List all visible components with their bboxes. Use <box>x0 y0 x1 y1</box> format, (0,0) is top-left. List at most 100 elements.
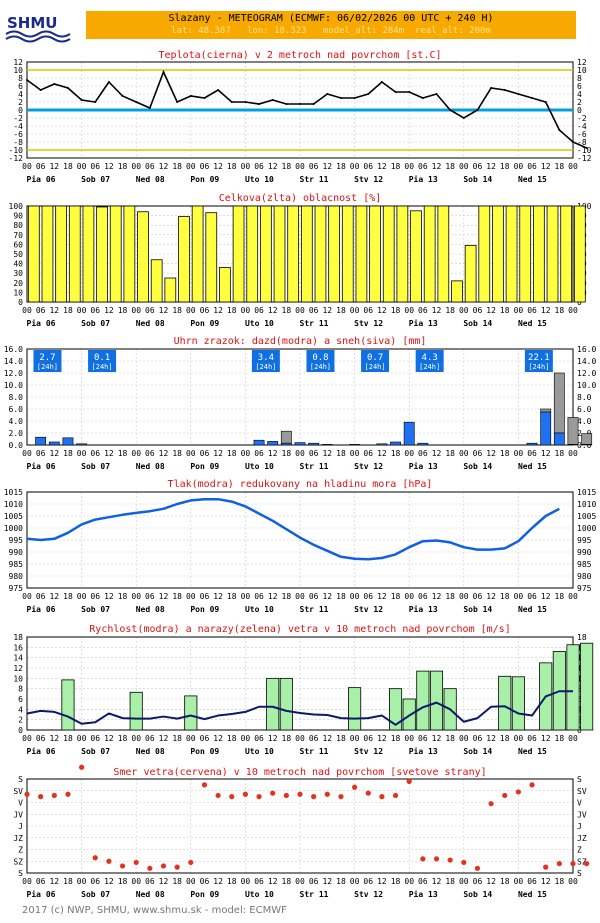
y-tick-label: S <box>18 869 23 878</box>
temperature-point <box>435 93 438 95</box>
snow-bar <box>581 433 593 445</box>
x-tick-label: 06 <box>254 734 264 743</box>
x-tick-label: 06 <box>200 734 210 743</box>
x-tick-label: 06 <box>36 162 46 171</box>
wind-speed-line <box>26 690 573 726</box>
wind-direction-point <box>270 790 276 796</box>
x-tick-label: 18 <box>555 162 565 171</box>
x-tick-label: 18 <box>172 449 182 458</box>
y-tick-label: -2 <box>13 114 23 123</box>
x-day-label: Ned 15 <box>518 319 547 328</box>
x-tick-label: 12 <box>159 449 169 458</box>
header-subtitle: lat: 48.387 lon: 18.323 model_alt: 284m … <box>171 26 491 36</box>
x-tick-label: 06 <box>363 734 373 743</box>
x-tick-label: 12 <box>104 449 114 458</box>
y-tick-label: -4 <box>13 122 23 131</box>
wind-direction-point <box>515 789 522 795</box>
x-tick-label: 06 <box>418 162 428 171</box>
x-tick-label: 00 <box>459 306 469 315</box>
wind-direction-point <box>556 861 562 867</box>
x-day-label: Pia 06 <box>27 889 56 899</box>
x-day-label: Pia 13 <box>409 889 438 899</box>
y-tick-label: 990 <box>577 548 592 557</box>
cloud-bar <box>300 205 313 303</box>
rain-bar <box>526 442 538 446</box>
y-tick-label: S <box>577 869 582 878</box>
temperature-point <box>94 101 97 103</box>
cloud-bar <box>546 205 559 303</box>
wind-direction-point <box>420 856 426 862</box>
x-day-label: Sob 07 <box>81 319 110 328</box>
x-tick-label: 12 <box>268 877 278 886</box>
x-tick-label: 12 <box>377 734 387 743</box>
daily-total-value: 2.7 <box>39 353 55 363</box>
x-tick-label: 12 <box>268 306 278 315</box>
x-tick-label: 06 <box>309 306 319 315</box>
snow-bar <box>553 372 565 434</box>
x-tick-label: 06 <box>254 162 264 171</box>
x-tick-label: 00 <box>350 449 360 458</box>
x-day-label: Pia 06 <box>27 174 56 184</box>
cloud-bar <box>246 205 259 303</box>
rain-bar <box>267 441 279 446</box>
x-tick-label: 12 <box>541 734 551 743</box>
x-tick-label: 06 <box>527 592 537 601</box>
x-tick-label: 00 <box>350 162 360 171</box>
y-tick-label: 8.0 <box>577 393 592 402</box>
y-tick-label: 10 <box>13 674 23 683</box>
y-tick-label: 8 <box>18 74 23 83</box>
x-tick-label: 06 <box>473 877 483 886</box>
y-tick-label: 10.0 <box>577 381 596 390</box>
rain-bar <box>280 442 292 446</box>
cloud-bar <box>341 205 354 303</box>
rain-bar <box>62 437 74 446</box>
y-tick-label: 990 <box>9 548 24 557</box>
x-tick-label: 06 <box>473 592 483 601</box>
x-tick-label: 06 <box>90 592 100 601</box>
x-tick-label: 00 <box>295 734 305 743</box>
y-tick-label: 8 <box>18 685 23 694</box>
cloud-bar <box>382 205 395 303</box>
x-tick-label: 06 <box>418 877 428 886</box>
shmu-logo: SHMU <box>5 14 71 43</box>
x-tick-label: 18 <box>391 449 401 458</box>
x-tick-label: 00 <box>568 306 578 315</box>
temperature-point <box>326 93 329 95</box>
daily-total-value: 0.1 <box>94 353 110 363</box>
snow-bar <box>280 430 292 444</box>
x-tick-label: 06 <box>254 592 264 601</box>
x-tick-label: 18 <box>63 306 73 315</box>
wind-direction-point <box>215 792 221 799</box>
cloud-bar <box>396 205 409 303</box>
x-tick-label: 12 <box>486 162 496 171</box>
x-tick-label: 06 <box>418 306 428 315</box>
x-tick-label: 12 <box>213 877 223 886</box>
x-tick-label: 00 <box>22 877 32 886</box>
x-tick-label: 12 <box>104 734 114 743</box>
y-tick-label: 980 <box>577 572 592 581</box>
x-tick-label: 00 <box>295 306 305 315</box>
x-tick-label: 06 <box>363 592 373 601</box>
x-tick-label: 06 <box>254 306 264 315</box>
x-tick-label: 12 <box>159 592 169 601</box>
x-day-label: Str 11 <box>300 319 329 328</box>
y-tick-label: 975 <box>577 584 592 593</box>
temperature-point <box>490 87 493 89</box>
x-tick-label: 00 <box>186 592 196 601</box>
x-day-label: Uto 10 <box>245 175 274 184</box>
y-tick-label: 0 <box>18 726 23 735</box>
wind-direction-point <box>406 778 412 784</box>
x-tick-label: 06 <box>145 306 155 315</box>
x-tick-label: 18 <box>445 162 455 171</box>
x-day-label: Pon 09 <box>190 747 219 756</box>
x-day-label: Pon 09 <box>190 175 219 184</box>
daily-total-value: 3.4 <box>258 353 274 363</box>
x-tick-label: 18 <box>172 734 182 743</box>
cloud-bar <box>533 205 545 303</box>
x-tick-label: 12 <box>213 449 223 458</box>
x-day-label: Pon 09 <box>190 319 219 328</box>
x-tick-label: 06 <box>145 592 155 601</box>
chart-title: Tlak(modra) redukovany na hladinu mora [… <box>168 479 433 490</box>
x-tick-label: 00 <box>22 162 32 171</box>
cloud-bar <box>355 205 368 303</box>
